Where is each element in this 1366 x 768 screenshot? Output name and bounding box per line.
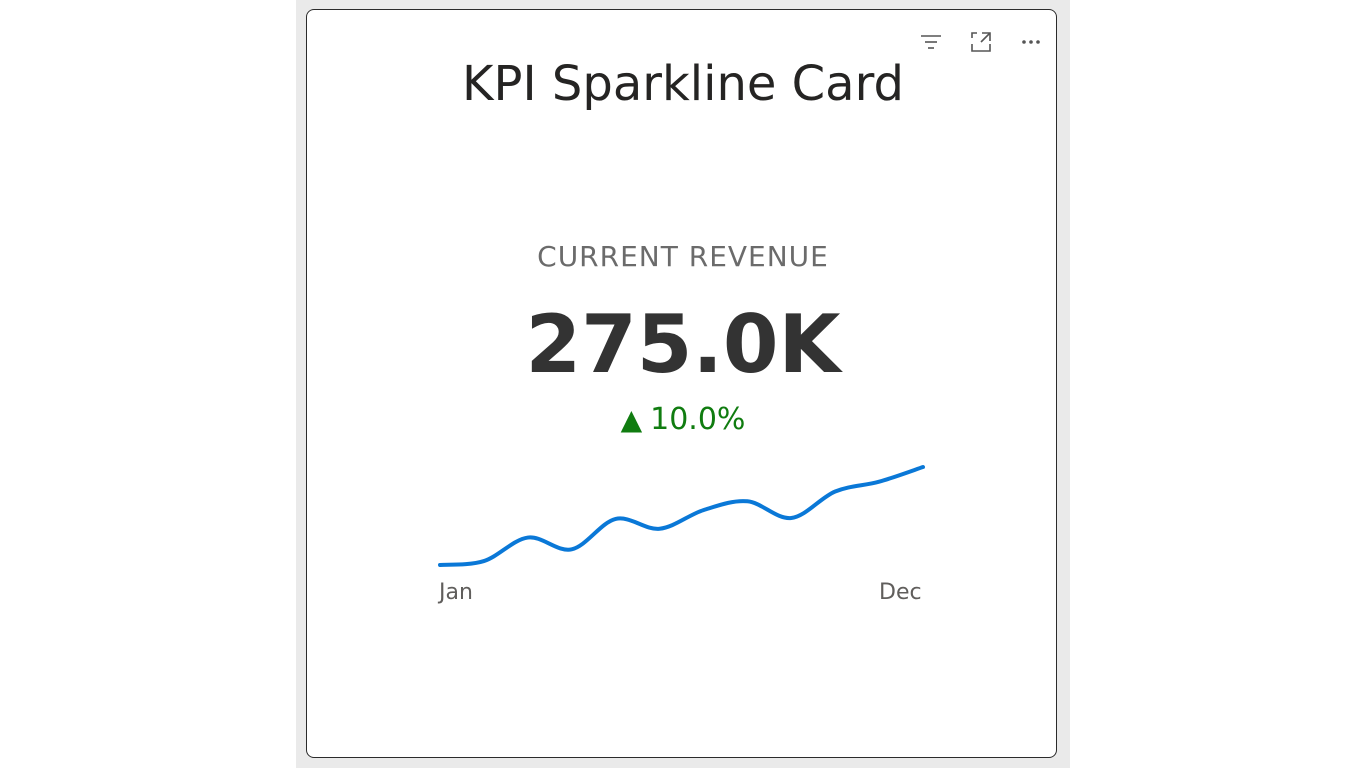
sparkline-series-line bbox=[438, 465, 925, 567]
visual-header bbox=[916, 28, 1046, 56]
more-options-icon[interactable] bbox=[1016, 28, 1046, 56]
kpi-value: 275.0K bbox=[525, 298, 841, 391]
kpi-change: ▲ 10.0% bbox=[0, 402, 1366, 437]
sparkline-chart bbox=[438, 465, 925, 567]
kpi-label: CURRENT REVENUE bbox=[537, 240, 829, 273]
kpi-sparkline-card[interactable] bbox=[306, 9, 1057, 758]
focus-mode-icon[interactable] bbox=[966, 28, 996, 56]
card-title: KPI Sparkline Card bbox=[462, 56, 904, 112]
sparkline-end-label: Dec bbox=[879, 580, 922, 605]
sparkline-start-label: Jan bbox=[439, 580, 473, 605]
kpi-change-percent: 10.0% bbox=[650, 402, 746, 437]
filter-icon[interactable] bbox=[916, 28, 946, 56]
up-arrow-icon: ▲ bbox=[620, 403, 643, 436]
